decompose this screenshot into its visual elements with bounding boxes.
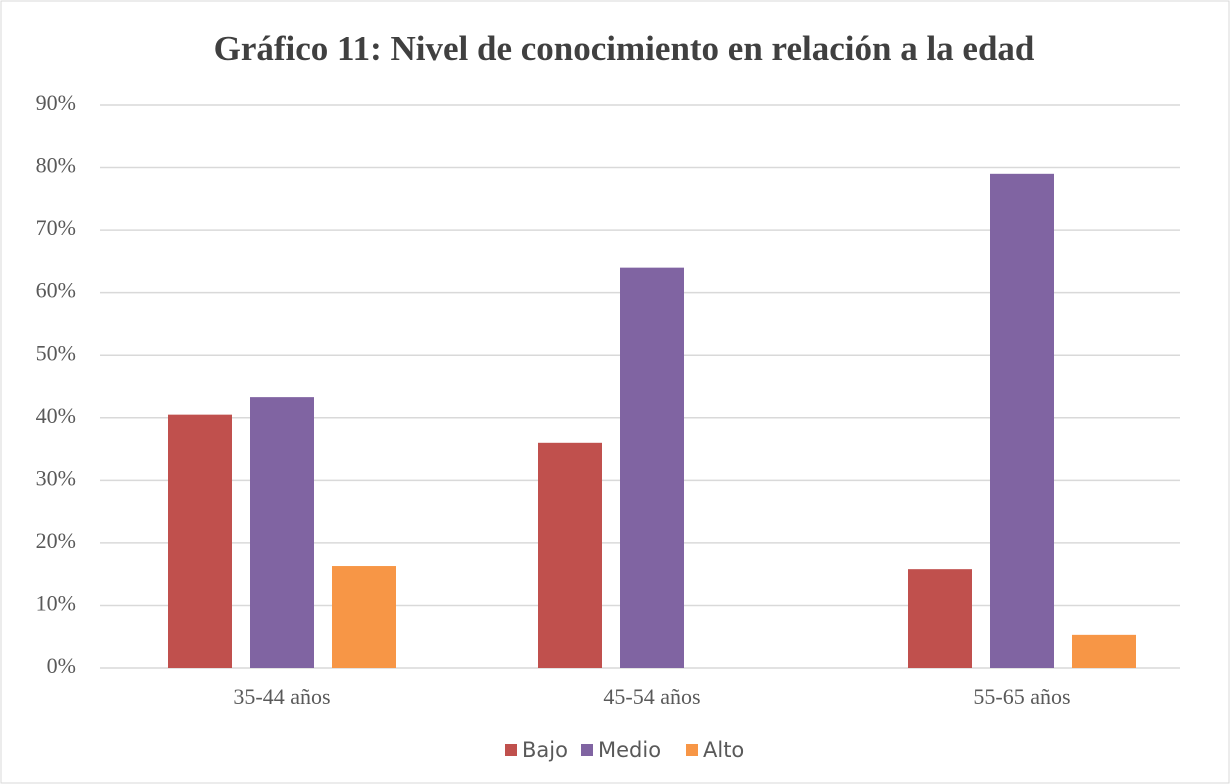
legend-swatch bbox=[581, 744, 593, 756]
y-tick-label: 0% bbox=[47, 653, 76, 678]
x-tick-label: 45-54 años bbox=[603, 684, 700, 709]
bar bbox=[250, 397, 314, 668]
chart-title: Gráfico 11: Nivel de conocimiento en rel… bbox=[214, 29, 1035, 68]
legend-label: Medio bbox=[598, 738, 661, 762]
x-tick-label: 35-44 años bbox=[233, 684, 330, 709]
x-tick-label: 55-65 años bbox=[973, 684, 1070, 709]
y-tick-label: 10% bbox=[36, 590, 76, 615]
y-tick-label: 30% bbox=[36, 465, 76, 490]
bar bbox=[538, 442, 602, 668]
y-tick-label: 90% bbox=[36, 90, 76, 115]
y-tick-label: 20% bbox=[36, 528, 76, 553]
legend-swatch bbox=[505, 744, 517, 756]
y-tick-label: 80% bbox=[36, 153, 76, 178]
legend-label: Bajo bbox=[522, 738, 568, 762]
y-tick-label: 50% bbox=[36, 340, 76, 365]
y-tick-label: 70% bbox=[36, 215, 76, 240]
bar bbox=[620, 267, 684, 668]
bar bbox=[1072, 634, 1136, 668]
y-tick-label: 40% bbox=[36, 403, 76, 428]
bar bbox=[168, 414, 232, 668]
y-tick-label: 60% bbox=[36, 278, 76, 303]
legend-swatch bbox=[686, 744, 698, 756]
legend-label: Alto bbox=[703, 738, 744, 762]
bar bbox=[908, 569, 972, 668]
bar bbox=[332, 566, 396, 668]
bar bbox=[990, 173, 1054, 669]
